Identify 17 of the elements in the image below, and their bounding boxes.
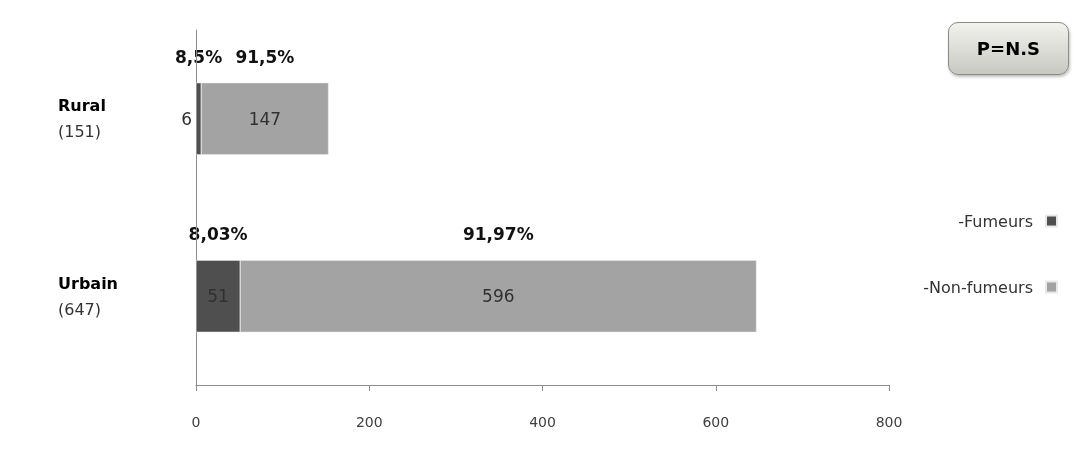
x-tick-label: 0: [191, 414, 201, 430]
x-tick-label: 800: [875, 414, 903, 430]
text: P=N.S: [947, 22, 1069, 75]
x-tick-label: 400: [529, 414, 556, 430]
x-tick-label: 600: [702, 414, 730, 430]
data-label: 147: [248, 108, 282, 129]
annotation: 8,5%: [175, 46, 223, 67]
annotation: 8,03%: [188, 224, 248, 245]
annotation: 91,5%: [235, 46, 295, 67]
data-label: 596: [482, 286, 515, 307]
annotation: 91,97%: [462, 224, 534, 245]
x-tick-label: 200: [355, 414, 383, 430]
legend-label: -Fumeurs: [958, 211, 1033, 231]
y-tick-label: Urbain (647): [58, 273, 119, 319]
legend-label: -Non-fumeurs: [923, 277, 1033, 297]
data-label: 6: [181, 108, 192, 129]
y-tick-label: Rural (151): [58, 96, 106, 142]
